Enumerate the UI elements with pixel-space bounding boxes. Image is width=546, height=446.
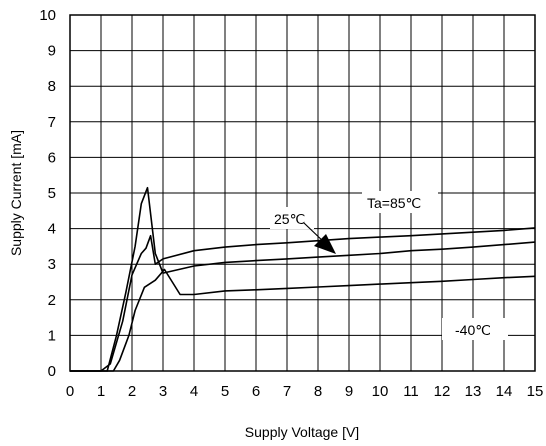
x-tick-label: 2 — [128, 383, 136, 400]
x-tick-label: 4 — [190, 383, 198, 400]
annotation-25-background — [270, 207, 314, 229]
y-tick-label: 5 — [48, 185, 56, 202]
series-line-2 — [70, 268, 536, 372]
annotation-minus40-label: -40℃ — [455, 322, 491, 338]
x-tick-label: 13 — [465, 383, 482, 400]
grid — [70, 15, 535, 371]
x-tick-label: 6 — [252, 383, 260, 400]
y-tick-label: 6 — [48, 149, 56, 166]
x-tick-label: 9 — [345, 383, 353, 400]
y-tick-label: 0 — [48, 363, 56, 380]
y-tick-label: 10 — [39, 7, 56, 24]
series-line-0 — [70, 227, 536, 372]
y-tick-labels: 0 1 2 3 4 5 6 7 8 9 10 — [39, 7, 56, 380]
x-tick-label: 5 — [221, 383, 229, 400]
annotation-85-label: Ta=85℃ — [367, 195, 421, 211]
y-axis-title: Supply Current [mA] — [8, 130, 24, 256]
annotation-25-arrow-head — [314, 234, 336, 254]
x-tick-label: 0 — [66, 383, 74, 400]
series-layer — [70, 186, 536, 372]
x-tick-label: 14 — [496, 383, 513, 400]
y-tick-label: 4 — [48, 221, 56, 238]
annotation-85-background — [362, 191, 438, 213]
y-tick-label: 8 — [48, 78, 56, 95]
x-tick-label: 7 — [283, 383, 291, 400]
y-tick-label: 7 — [48, 114, 56, 131]
x-tick-label: 15 — [527, 383, 544, 400]
annotation-25-label: 25℃ — [274, 211, 305, 227]
x-tick-label: 12 — [434, 383, 451, 400]
series-line-1 — [70, 186, 536, 372]
x-tick-label: 8 — [314, 383, 322, 400]
plot-frame — [69, 14, 536, 372]
y-tick-label: 1 — [48, 327, 56, 344]
x-tick-label: 10 — [372, 383, 389, 400]
y-tick-label: 3 — [48, 256, 56, 273]
x-tick-label: 1 — [97, 383, 105, 400]
x-tick-label: 11 — [403, 383, 419, 400]
y-tick-label: 9 — [48, 43, 56, 60]
x-axis-title: Supply Voltage [V] — [245, 424, 359, 440]
x-tick-labels: 0 1 2 3 4 5 6 7 8 9 10 11 12 13 14 15 — [66, 383, 544, 400]
annotation-minus40-background — [442, 318, 508, 340]
x-tick-label: 3 — [159, 383, 167, 400]
y-tick-label: 2 — [48, 292, 56, 309]
